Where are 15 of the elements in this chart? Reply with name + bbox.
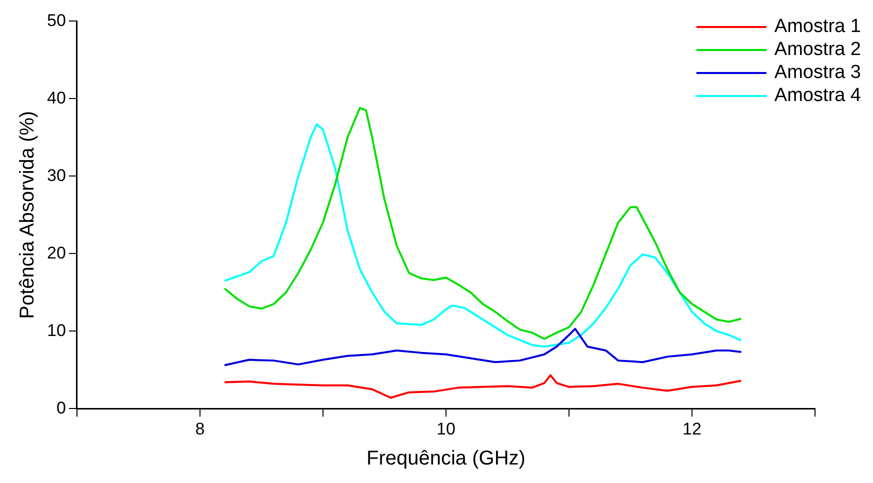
y-tick-label: 40 bbox=[46, 88, 66, 108]
legend-label: Amostra 3 bbox=[774, 62, 862, 84]
y-tick-label: 0 bbox=[56, 398, 66, 418]
x-tick-label: 12 bbox=[682, 419, 702, 438]
y-axis-title: Potência Absorvida (%) bbox=[16, 110, 39, 319]
x-axis-title: Frequência (GHz) bbox=[366, 448, 526, 470]
y-tick-label: 30 bbox=[46, 166, 66, 185]
x-tick-label: 8 bbox=[195, 419, 205, 438]
legend-label: Amostra 1 bbox=[774, 16, 862, 38]
y-tick-label: 50 bbox=[46, 10, 66, 30]
legend-label: Amostra 4 bbox=[774, 85, 862, 106]
x-tick-label: 10 bbox=[436, 419, 456, 438]
y-tick-label: 10 bbox=[46, 320, 66, 340]
legend-label: Amostra 2 bbox=[774, 39, 862, 60]
y-tick-label: 20 bbox=[46, 243, 66, 262]
